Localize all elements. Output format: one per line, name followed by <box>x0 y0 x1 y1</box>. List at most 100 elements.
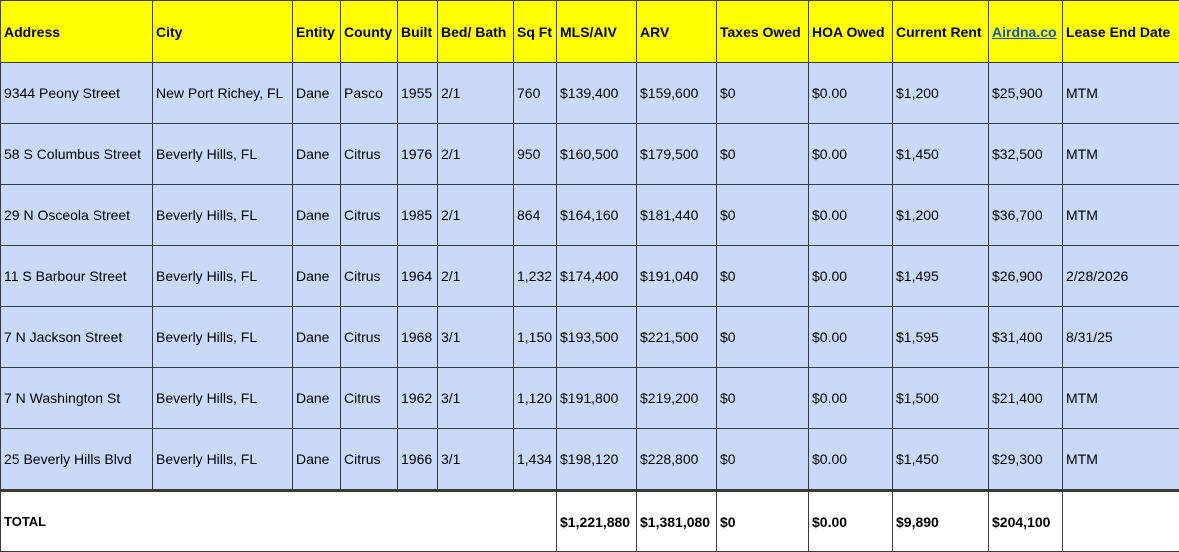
cell: New Port Richey, FL <box>152 62 293 124</box>
cell: 3/1 <box>437 428 514 491</box>
cell: Dane <box>292 306 341 368</box>
total-cell: $1,381,080 <box>636 489 717 552</box>
total-row: TOTAL $1,221,880 $1,381,080 $0 $0.00 $9,890 $2… <box>0 489 1179 552</box>
cell: MTM <box>1062 123 1179 185</box>
cell: $1,500 <box>892 367 989 429</box>
cell: 1955 <box>397 62 438 124</box>
cell: $0.00 <box>808 428 893 491</box>
header-link[interactable]: Airdna.co <box>992 23 1057 40</box>
header-cell: County <box>340 0 398 63</box>
cell: MTM <box>1062 62 1179 124</box>
cell: $0.00 <box>808 367 893 429</box>
cell: $25,900 <box>988 62 1063 124</box>
cell: 25 Beverly Hills Blvd <box>0 428 153 491</box>
cell: $21,400 <box>988 367 1063 429</box>
header-cell: Entity <box>292 0 341 63</box>
cell: $29,300 <box>988 428 1063 491</box>
cell: $0 <box>716 123 809 185</box>
cell: $0 <box>716 306 809 368</box>
cell: $179,500 <box>636 123 717 185</box>
cell: $0.00 <box>808 184 893 246</box>
data-row: 7 N Jackson Street Beverly Hills, FL Dane C… <box>0 306 1179 368</box>
cell: 1985 <box>397 184 438 246</box>
cell: $0.00 <box>808 123 893 185</box>
cell: Dane <box>292 367 341 429</box>
cell: $164,160 <box>556 184 637 246</box>
header-cell: Sq Ft <box>513 0 557 63</box>
total-cell: $0 <box>716 489 809 552</box>
cell: Pasco <box>340 62 398 124</box>
cell: 2/28/2026 <box>1062 245 1179 307</box>
cell: $191,040 <box>636 245 717 307</box>
cell: Beverly Hills, FL <box>152 123 293 185</box>
header-cell: Bed/ Bath <box>437 0 514 63</box>
data-row: 9344 Peony Street New Port Richey, FL Dane… <box>0 62 1179 124</box>
total-cell: $204,100 <box>988 489 1063 552</box>
header-cell: Taxes Owed <box>716 0 809 63</box>
cell: $198,120 <box>556 428 637 491</box>
cell: Dane <box>292 62 341 124</box>
cell: $32,500 <box>988 123 1063 185</box>
cell: $0.00 <box>808 62 893 124</box>
cell: $26,900 <box>988 245 1063 307</box>
cell: Beverly Hills, FL <box>152 428 293 491</box>
cell: Beverly Hills, FL <box>152 184 293 246</box>
cell: $181,440 <box>636 184 717 246</box>
cell: $0 <box>716 245 809 307</box>
cell: $0.00 <box>808 245 893 307</box>
cell: 58 S Columbus Street <box>0 123 153 185</box>
cell: $139,400 <box>556 62 637 124</box>
cell: 29 N Osceola Street <box>0 184 153 246</box>
cell: 2/1 <box>437 62 514 124</box>
cell: 1968 <box>397 306 438 368</box>
cell: 1,434 <box>513 428 557 491</box>
header-cell: Lease End Date <box>1062 0 1179 63</box>
cell: $219,200 <box>636 367 717 429</box>
cell: Citrus <box>340 428 398 491</box>
cell: 3/1 <box>437 306 514 368</box>
cell: Beverly Hills, FL <box>152 306 293 368</box>
cell: $1,200 <box>892 184 989 246</box>
header-row: Address City Entity County Built Bed/ Bath Sq … <box>0 0 1179 63</box>
total-cell: $0.00 <box>808 489 893 552</box>
cell: 9344 Peony Street <box>0 62 153 124</box>
header-cell: HOA Owed <box>808 0 893 63</box>
cell: Citrus <box>340 123 398 185</box>
cell: $228,800 <box>636 428 717 491</box>
cell: $0 <box>716 428 809 491</box>
cell: 2/1 <box>437 123 514 185</box>
cell: 8/31/25 <box>1062 306 1179 368</box>
cell: 7 N Jackson Street <box>0 306 153 368</box>
cell: MTM <box>1062 367 1179 429</box>
cell: 1,150 <box>513 306 557 368</box>
header-cell: City <box>152 0 293 63</box>
cell: $174,400 <box>556 245 637 307</box>
cell: 7 N Washington St <box>0 367 153 429</box>
data-row: 29 N Osceola Street Beverly Hills, FL Dane… <box>0 184 1179 246</box>
cell: 864 <box>513 184 557 246</box>
cell: 950 <box>513 123 557 185</box>
cell: $1,595 <box>892 306 989 368</box>
cell: Beverly Hills, FL <box>152 367 293 429</box>
cell: Dane <box>292 245 341 307</box>
cell: $36,700 <box>988 184 1063 246</box>
cell: 1,120 <box>513 367 557 429</box>
cell: Dane <box>292 184 341 246</box>
cell: Dane <box>292 123 341 185</box>
cell: $1,200 <box>892 62 989 124</box>
header-cell: ARV <box>636 0 717 63</box>
cell: $0 <box>716 62 809 124</box>
cell: $1,450 <box>892 123 989 185</box>
cell: MTM <box>1062 184 1179 246</box>
data-row: 25 Beverly Hills Blvd Beverly Hills, FL Da… <box>0 428 1179 491</box>
total-cell: $1,221,880 <box>556 489 637 552</box>
cell: Beverly Hills, FL <box>152 245 293 307</box>
data-row: 58 S Columbus Street Beverly Hills, FL Dan… <box>0 123 1179 185</box>
cell: $193,500 <box>556 306 637 368</box>
cell: 1966 <box>397 428 438 491</box>
cell: $159,600 <box>636 62 717 124</box>
cell: Citrus <box>340 367 398 429</box>
cell: 1976 <box>397 123 438 185</box>
